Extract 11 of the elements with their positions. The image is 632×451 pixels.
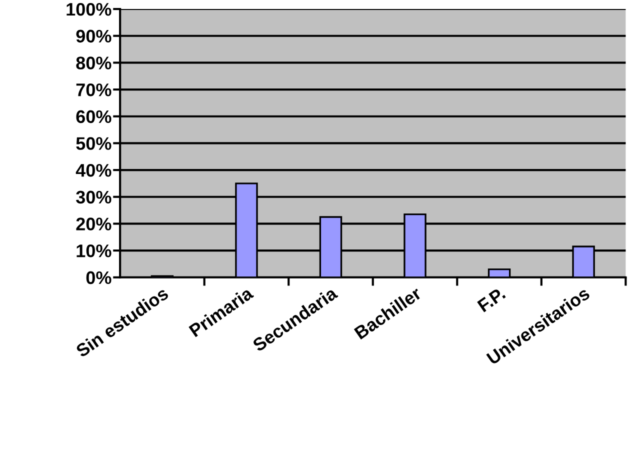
y-tick-label: 40% — [76, 164, 112, 177]
y-tick-label: 50% — [76, 137, 112, 150]
y-tick-label: 80% — [76, 56, 112, 70]
y-tick-label: 70% — [76, 83, 112, 96]
y-tick-label: 90% — [76, 30, 112, 43]
y-tick-label: 0% — [86, 271, 112, 284]
y-tick-label: 60% — [76, 110, 112, 124]
y-tick-label: 100% — [66, 2, 112, 16]
y-tick-label: 30% — [76, 190, 112, 204]
y-tick-label: 10% — [76, 244, 112, 258]
y-tick-label: 20% — [76, 218, 112, 230]
